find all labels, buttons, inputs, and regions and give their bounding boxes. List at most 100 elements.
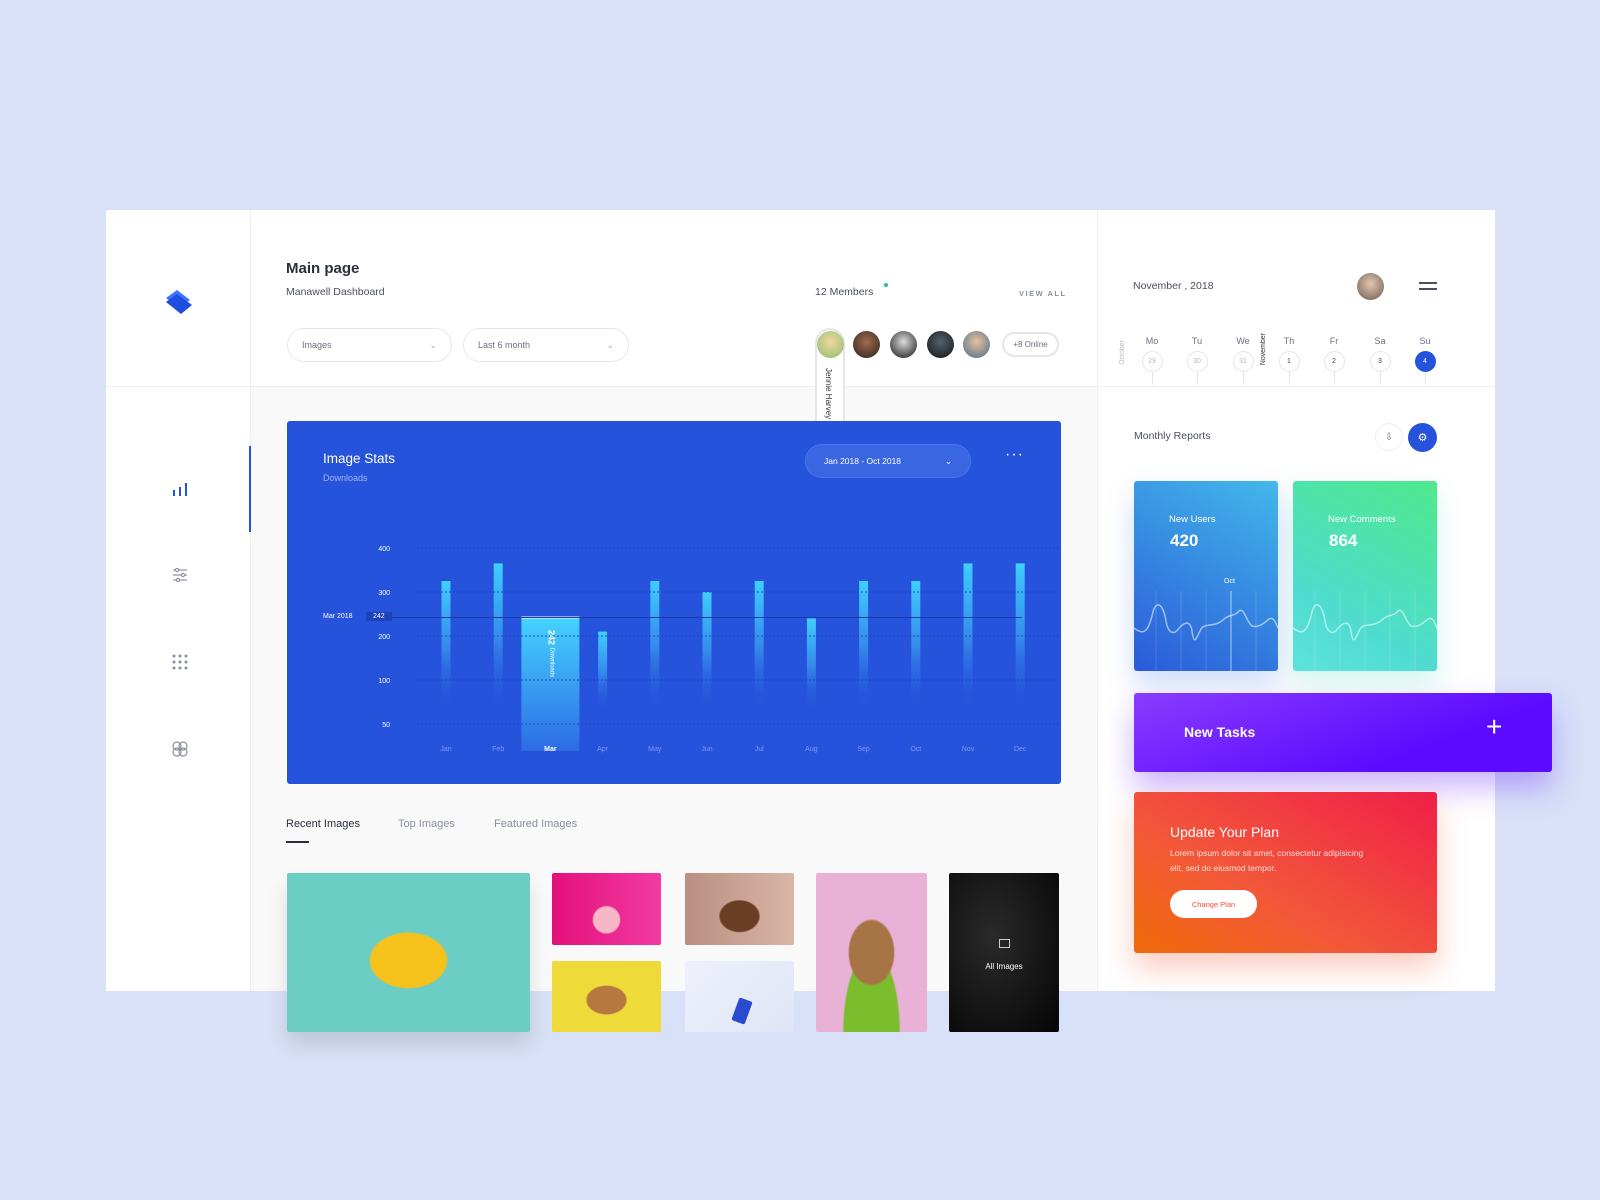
bar-jan[interactable] xyxy=(441,581,451,711)
card-label: New Users xyxy=(1169,514,1216,525)
new-users-card[interactable]: New Users 420 Oct xyxy=(1134,481,1278,671)
bar-dec[interactable] xyxy=(1015,563,1025,711)
members-count: 12 Members xyxy=(815,286,874,298)
bar-mar[interactable] xyxy=(521,617,580,751)
all-images-label: All Images xyxy=(985,962,1023,971)
card-label: New Comments xyxy=(1328,514,1396,525)
bar-may[interactable] xyxy=(650,581,660,711)
member-name: Jennie Harvey xyxy=(824,368,833,420)
selected-bar-unit: Downloads xyxy=(548,647,555,677)
member-avatar[interactable] xyxy=(927,331,954,358)
weekday-label: Sa xyxy=(1374,336,1386,346)
bar-feb[interactable] xyxy=(493,563,503,711)
menu-icon[interactable] xyxy=(1419,282,1437,290)
chevron-down-icon: ⌄ xyxy=(429,339,437,350)
more-options-icon[interactable]: ··· xyxy=(1005,446,1024,463)
tab-top-images[interactable]: Top Images xyxy=(398,818,455,830)
day-stick xyxy=(1425,372,1426,385)
image-bulb[interactable] xyxy=(552,873,661,945)
calendar-day[interactable]: 29 xyxy=(1141,351,1163,372)
weekday-label: Mo xyxy=(1145,336,1159,346)
member-avatar[interactable] xyxy=(890,331,917,358)
image-corgi[interactable] xyxy=(552,961,661,1032)
change-plan-button[interactable]: Change Plan xyxy=(1170,890,1257,918)
new-tasks-button[interactable]: New Tasks + xyxy=(1134,693,1552,772)
online-members-button[interactable]: +8 Online xyxy=(1002,332,1059,357)
bar-oct[interactable] xyxy=(911,581,921,711)
bar-nov[interactable] xyxy=(963,563,973,711)
weekday-label: Th xyxy=(1283,336,1295,346)
image-dog[interactable] xyxy=(816,873,927,1032)
category-dropdown[interactable]: Images ⌄ xyxy=(287,328,452,362)
weekday-label: Tu xyxy=(1191,336,1203,346)
image-desk-lamp[interactable] xyxy=(685,961,794,1032)
calendar-day[interactable]: 31 xyxy=(1232,351,1254,372)
page-title: Main page xyxy=(286,260,360,277)
bar-sep[interactable] xyxy=(859,581,869,711)
card-value: 864 xyxy=(1329,531,1358,550)
calendar-day[interactable]: 4 xyxy=(1414,351,1436,372)
member-avatar[interactable] xyxy=(817,331,844,358)
bar-jun[interactable] xyxy=(702,592,712,711)
x-tick-label: Jul xyxy=(755,746,764,753)
x-tick-label: May xyxy=(648,746,662,753)
plan-title: Update Your Plan xyxy=(1170,824,1279,840)
calendar-day[interactable]: 2 xyxy=(1323,351,1345,372)
image-lemon[interactable] xyxy=(287,873,530,1032)
settings-icon[interactable]: ⚙ xyxy=(1408,423,1437,452)
day-stick xyxy=(1152,372,1153,385)
x-tick-label: Aug xyxy=(805,746,818,753)
x-tick-label: Jun xyxy=(701,746,712,753)
chart-subtitle: Downloads xyxy=(323,473,368,483)
member-avatar[interactable] xyxy=(963,331,990,358)
x-tick-label: Mar xyxy=(544,746,557,753)
tasks-label: New Tasks xyxy=(1184,724,1256,740)
y-tick-label: 300 xyxy=(378,590,390,597)
header-divider xyxy=(106,386,1495,387)
next-month-label: November xyxy=(1260,333,1267,366)
image-stats-card: Image Stats Downloads Jan 2018 - Oct 201… xyxy=(287,421,1061,784)
all-images-button[interactable]: All Images xyxy=(949,873,1059,1032)
weekday-label: We xyxy=(1236,336,1250,346)
sidebar-item-grid[interactable] xyxy=(168,650,192,674)
weekday-label: Su xyxy=(1419,336,1431,346)
y-tick-label: 100 xyxy=(378,678,390,685)
bar-chart: 400 300 200 100 50 Jan Feb Mar Apr May Jun Jul Aug Se… xyxy=(378,546,1061,753)
day-stick xyxy=(1334,372,1335,385)
period-dropdown[interactable]: Last 6 month ⌄ xyxy=(463,328,629,362)
calendar-day[interactable]: 1 xyxy=(1278,351,1300,372)
sidebar-item-filters[interactable] xyxy=(168,563,192,587)
online-dot xyxy=(884,283,888,287)
sidebar-item-apps[interactable] xyxy=(168,737,192,761)
bar-jul[interactable] xyxy=(754,581,764,711)
user-avatar[interactable] xyxy=(1357,273,1384,300)
y-tick-label: 400 xyxy=(378,546,390,553)
gallery-icon xyxy=(999,939,1010,948)
new-comments-card[interactable]: New Comments 864 xyxy=(1293,481,1437,671)
calendar-day[interactable]: 3 xyxy=(1369,351,1391,372)
date-range-dropdown[interactable]: Jan 2018 - Oct 2018 ⌄ xyxy=(805,444,971,478)
tab-recent-images[interactable]: Recent Images xyxy=(286,818,360,830)
x-tick-label: Apr xyxy=(597,746,609,753)
x-tick-label: Feb xyxy=(492,746,504,753)
dropdown-value: Last 6 month xyxy=(478,340,531,350)
x-tick-label: Nov xyxy=(962,746,975,753)
bar-aug[interactable] xyxy=(806,618,816,711)
active-tab-underline xyxy=(286,841,309,843)
dropdown-value: Images xyxy=(302,340,332,350)
x-tick-label: Oct xyxy=(910,746,921,753)
bar-apr[interactable] xyxy=(598,631,608,711)
view-all-link[interactable]: VIEW ALL xyxy=(1019,289,1067,298)
tab-featured-images[interactable]: Featured Images xyxy=(494,818,578,830)
marker-value: 242 xyxy=(366,611,392,621)
logo[interactable] xyxy=(163,288,195,321)
image-portrait[interactable] xyxy=(685,873,794,945)
member-avatar[interactable] xyxy=(853,331,880,358)
plan-description: Lorem ipsum dolor sit amet, consectetur … xyxy=(1170,848,1364,873)
calendar-day[interactable]: 30 xyxy=(1186,351,1208,372)
day-stick xyxy=(1197,372,1198,385)
cloud-download-icon[interactable]: ⇩ xyxy=(1375,423,1403,451)
card-marker-label: Oct xyxy=(1224,578,1235,585)
sidebar-item-stats[interactable] xyxy=(168,477,192,501)
selected-bar-value: 242 xyxy=(546,629,557,645)
